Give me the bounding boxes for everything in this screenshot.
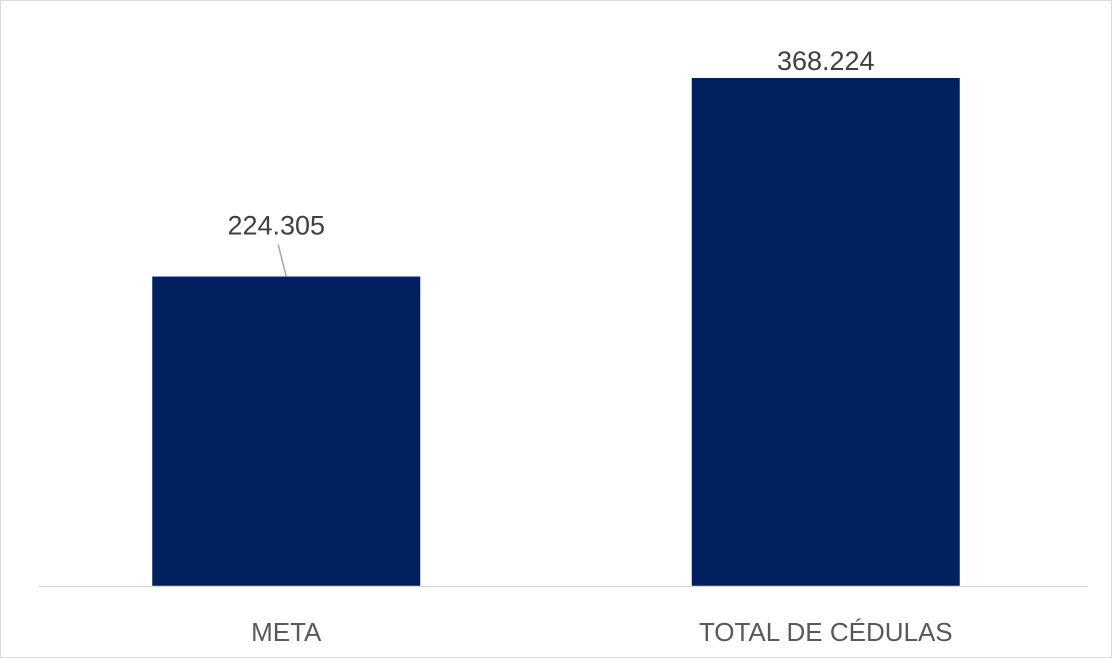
bars-group (152, 78, 960, 586)
bar-total-de-cedulas (691, 78, 960, 586)
category-label-total-de-cedulas: TOTAL DE CÉDULAS (699, 617, 953, 647)
data-label-total-de-cedulas: 368.224 (777, 46, 875, 76)
leader-line-meta (277, 244, 287, 277)
labels-group: 224.305 META 368.224 TOTAL DE CÉDULAS (227, 46, 952, 647)
category-label-meta: META (251, 617, 322, 647)
data-label-meta: 224.305 (227, 211, 325, 241)
bar-meta (152, 276, 421, 586)
